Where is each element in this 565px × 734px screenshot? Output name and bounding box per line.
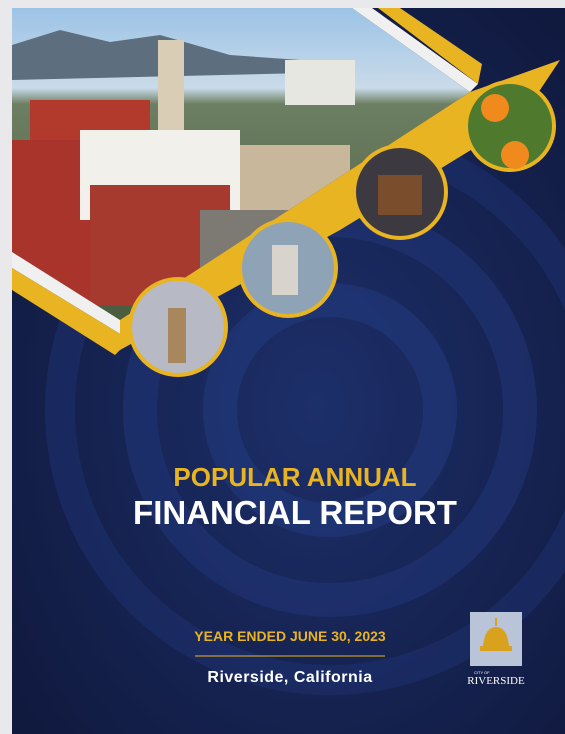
logo-small: CITY OF: [474, 670, 490, 675]
title-line2: FINANCIAL REPORT: [133, 494, 457, 531]
period: YEAR ENDED JUNE 30, 2023: [194, 628, 386, 644]
title-line1: POPULAR ANNUAL: [173, 462, 416, 492]
location: Riverside, California: [207, 669, 372, 686]
photo-details: [168, 94, 529, 363]
logo: CITY OF RIVERSIDE: [467, 612, 525, 687]
white-stripe-bottom: [12, 252, 130, 340]
photo-circles: [128, 80, 556, 377]
gold-diagonal: [120, 60, 560, 350]
gold-stripe-bottom: [12, 268, 130, 355]
gold-stripe: [378, 8, 482, 84]
logo-name: RIVERSIDE: [467, 675, 525, 687]
white-stripe: [352, 8, 478, 92]
